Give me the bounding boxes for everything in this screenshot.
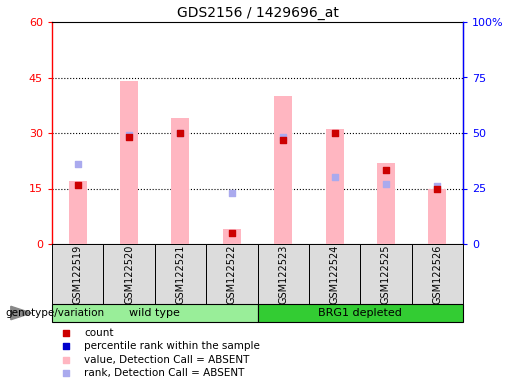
Bar — [325, 129, 344, 244]
Text: GSM122520: GSM122520 — [124, 244, 134, 304]
Point — [279, 134, 287, 141]
Bar — [258, 244, 309, 304]
Bar — [154, 244, 206, 304]
Point — [433, 183, 441, 189]
Text: GSM122525: GSM122525 — [381, 244, 391, 304]
Text: percentile rank within the sample: percentile rank within the sample — [84, 341, 260, 351]
Point — [74, 182, 82, 188]
Bar — [377, 162, 395, 244]
Point — [382, 181, 390, 187]
Text: BRG1 depleted: BRG1 depleted — [318, 308, 402, 318]
Point — [62, 357, 71, 363]
Title: GDS2156 / 1429696_at: GDS2156 / 1429696_at — [177, 6, 338, 20]
Polygon shape — [11, 306, 31, 320]
Point — [62, 343, 71, 349]
Point — [331, 174, 339, 180]
Point — [74, 161, 82, 167]
Bar — [428, 189, 447, 244]
Bar — [309, 244, 360, 304]
Point — [331, 130, 339, 136]
Text: GSM122523: GSM122523 — [278, 244, 288, 304]
Text: count: count — [84, 328, 114, 338]
Bar — [274, 96, 292, 244]
Point — [62, 330, 71, 336]
Point — [176, 130, 184, 136]
Point — [279, 137, 287, 144]
Text: rank, Detection Call = ABSENT: rank, Detection Call = ABSENT — [84, 368, 245, 378]
Text: wild type: wild type — [129, 308, 180, 318]
Bar — [104, 244, 154, 304]
Bar — [206, 244, 258, 304]
Point — [228, 230, 236, 236]
Bar — [360, 244, 411, 304]
Point — [125, 134, 133, 140]
Text: value, Detection Call = ABSENT: value, Detection Call = ABSENT — [84, 355, 250, 365]
Text: GSM122526: GSM122526 — [432, 244, 442, 304]
Text: GSM122524: GSM122524 — [330, 244, 339, 304]
Point — [382, 167, 390, 173]
Text: GSM122521: GSM122521 — [176, 244, 185, 304]
Bar — [223, 229, 241, 244]
Point — [176, 130, 184, 136]
Point — [433, 185, 441, 192]
Point — [228, 190, 236, 196]
Bar — [120, 81, 138, 244]
Point — [125, 132, 133, 138]
Point — [62, 370, 71, 376]
Text: GSM122522: GSM122522 — [227, 244, 237, 304]
Text: GSM122519: GSM122519 — [73, 244, 83, 304]
Bar — [258, 304, 463, 322]
Bar — [52, 304, 258, 322]
Bar — [52, 244, 104, 304]
Bar — [411, 244, 463, 304]
Text: genotype/variation: genotype/variation — [5, 308, 104, 318]
Bar — [171, 118, 190, 244]
Bar — [68, 181, 87, 244]
